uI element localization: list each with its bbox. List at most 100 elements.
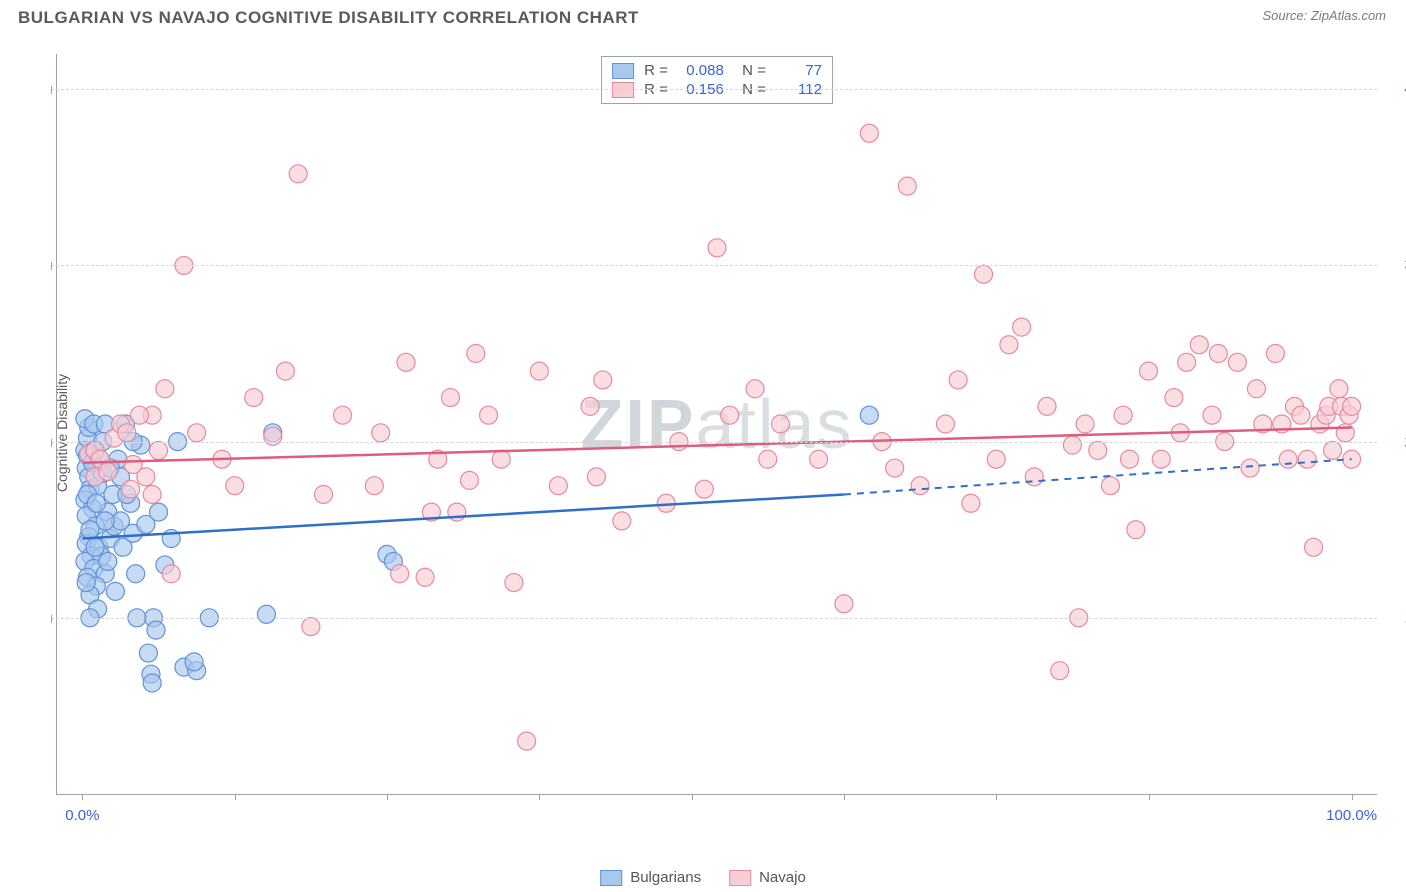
data-point [860,124,878,142]
chart-title: BULGARIAN VS NAVAJO COGNITIVE DISABILITY… [18,8,639,28]
data-point [416,568,434,586]
data-point [226,477,244,495]
data-point [315,485,333,503]
data-point [695,480,713,498]
data-point [549,477,567,495]
data-point [1190,336,1208,354]
legend-item: Navajo [729,869,806,886]
data-point [257,605,275,623]
data-point [1000,336,1018,354]
data-point [898,177,916,195]
data-point [594,371,612,389]
data-point [771,415,789,433]
data-point [581,397,599,415]
stats-row: R =0.088 N =77 [612,61,822,80]
legend-item: Bulgarians [600,869,701,886]
data-point [365,477,383,495]
data-point [118,424,136,442]
data-point [87,494,105,512]
y-tick-label: 40.0% [1387,81,1406,98]
data-point [1228,353,1246,371]
data-point [1178,353,1196,371]
data-point [1266,345,1284,363]
data-point [77,574,95,592]
data-point [334,406,352,424]
data-point [143,485,161,503]
data-point [139,644,157,662]
data-point [150,503,168,521]
data-point [81,521,99,539]
data-point [1203,406,1221,424]
data-point [397,353,415,371]
data-point [1127,521,1145,539]
y-tick-label: 20.0% [1387,433,1406,450]
data-point [860,406,878,424]
data-point [886,459,904,477]
data-point [302,618,320,636]
data-point [1209,345,1227,363]
data-point [467,345,485,363]
data-point [162,565,180,583]
y-tick-label: 30.0% [1387,257,1406,274]
plot-svg [57,54,1377,794]
data-point [1241,459,1259,477]
x-tick-label: 100.0% [1326,807,1377,824]
data-point [962,494,980,512]
data-point [1247,380,1265,398]
data-point [1305,538,1323,556]
data-point [1343,397,1361,415]
data-point [835,595,853,613]
data-point [759,450,777,468]
bottom-legend: Bulgarians Navajo [600,869,806,886]
data-point [530,362,548,380]
data-point [810,450,828,468]
data-point [987,450,1005,468]
data-point [156,380,174,398]
data-point [1324,441,1342,459]
data-point [99,552,117,570]
source-attribution: Source: ZipAtlas.com [1262,8,1386,23]
data-point [127,565,145,583]
data-point [245,389,263,407]
data-point [1101,477,1119,495]
data-point [1279,450,1297,468]
data-point [1298,450,1316,468]
data-point [1025,468,1043,486]
data-point [1038,397,1056,415]
data-point [1152,450,1170,468]
data-point [461,471,479,489]
data-point [188,424,206,442]
legend-label: Navajo [759,869,806,886]
data-point [99,463,117,481]
data-point [441,389,459,407]
data-point [1114,406,1132,424]
data-point [106,582,124,600]
data-point [1089,441,1107,459]
legend-swatch [729,870,751,886]
data-point [975,265,993,283]
data-point [147,621,165,639]
data-point [613,512,631,530]
data-point [1121,450,1139,468]
data-point [1140,362,1158,380]
data-point [1292,406,1310,424]
data-point [518,732,536,750]
data-point [264,427,282,445]
data-point [131,406,149,424]
x-tick-label: 0.0% [65,807,99,824]
data-point [86,538,104,556]
data-point [492,450,510,468]
data-point [721,406,739,424]
legend-swatch [600,870,622,886]
data-point [391,565,409,583]
data-point [936,415,954,433]
data-point [143,674,161,692]
y-tick-label: 10.0% [1387,609,1406,626]
data-point [276,362,294,380]
data-point [1165,389,1183,407]
stat-n-label: N = [734,62,766,79]
data-point [1051,662,1069,680]
stat-r-value: 0.088 [678,62,724,79]
chart-header: BULGARIAN VS NAVAJO COGNITIVE DISABILITY… [0,0,1406,32]
data-point [587,468,605,486]
